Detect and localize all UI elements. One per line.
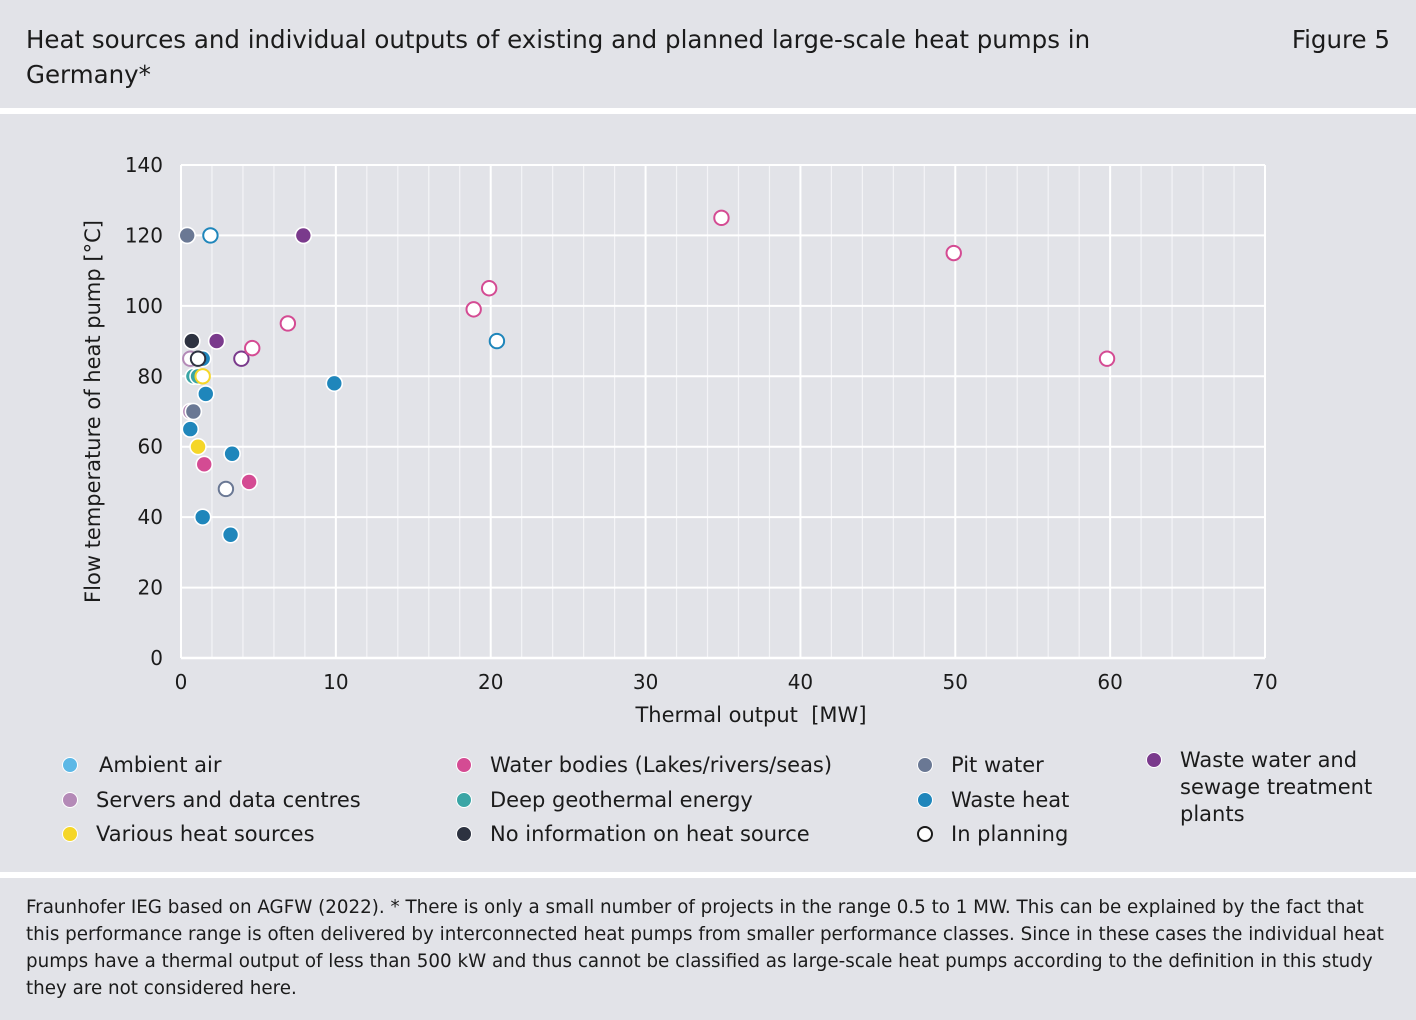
data-point-water_bodies xyxy=(713,209,730,227)
data-points xyxy=(178,209,1116,544)
data-point-no_info xyxy=(183,332,201,350)
data-point-water_bodies xyxy=(465,301,482,318)
data-point-waste_heat xyxy=(221,525,240,544)
x-tick-label: 40 xyxy=(788,670,813,694)
y-tick-label: 0 xyxy=(150,646,163,670)
x-axis-label: Thermal output [MW] xyxy=(634,703,866,727)
x-tick-label: 60 xyxy=(1097,670,1122,694)
data-point-water_bodies xyxy=(1098,350,1116,367)
data-point-waste_heat xyxy=(202,227,219,244)
data-point-waste_water xyxy=(233,350,250,367)
scatter-chart: 0 20 40 60 80 100 120 140 0 10 20 30 40 50 60 70 Flow … xyxy=(81,153,1278,727)
data-point-various xyxy=(189,437,207,456)
y-tick-labels: 0 20 40 60 80 100 120 140 xyxy=(125,153,163,670)
header: Heat sources and individual outputs of e… xyxy=(0,0,1416,108)
x-tick-label: 10 xyxy=(323,670,348,694)
y-tick-label: 140 xyxy=(125,153,163,177)
x-tick-label: 0 xyxy=(175,670,188,694)
data-point-water_bodies xyxy=(195,455,214,474)
y-tick-label: 60 xyxy=(138,435,163,459)
x-tick-label: 20 xyxy=(478,670,503,694)
y-axis-label: Flow temperature of heat pump [°C] xyxy=(81,220,105,603)
data-point-various xyxy=(194,368,211,385)
chart-area: 0 20 40 60 80 100 120 140 0 10 20 30 40 50 60 70 Flow … xyxy=(0,114,1416,872)
source-note: Fraunhofer IEG based on AGFW (2022). * T… xyxy=(26,897,1384,999)
data-point-waste_heat xyxy=(193,508,212,526)
grid-minor xyxy=(211,165,1235,658)
data-point-no_info xyxy=(189,350,207,367)
data-point-waste_heat xyxy=(488,332,506,350)
grid-major xyxy=(180,164,1266,660)
y-tick-label: 100 xyxy=(125,294,163,318)
x-tick-label: 50 xyxy=(943,670,968,694)
data-point-water_bodies xyxy=(244,339,261,357)
data-point-water_bodies xyxy=(279,315,297,332)
data-point-waste_heat xyxy=(196,385,215,403)
y-tick-label: 40 xyxy=(138,505,163,529)
data-point-pit_water xyxy=(184,402,203,421)
bottom-divider xyxy=(0,872,1416,878)
data-point-water_bodies xyxy=(480,280,498,297)
x-tick-label: 30 xyxy=(633,670,658,694)
y-tick-label: 80 xyxy=(138,364,163,388)
y-tick-label: 20 xyxy=(138,576,163,600)
data-point-water_bodies xyxy=(240,473,258,491)
top-divider xyxy=(0,108,1416,114)
data-point-waste_water xyxy=(294,226,313,245)
data-point-waste_heat xyxy=(325,374,344,393)
y-tick-label: 120 xyxy=(125,223,163,247)
data-point-waste_water xyxy=(207,332,226,350)
chart-title: Heat sources and individual outputs of e… xyxy=(26,25,1091,89)
data-point-pit_water xyxy=(178,226,196,245)
data-point-pit_water xyxy=(217,480,235,498)
x-tick-label: 70 xyxy=(1252,670,1277,694)
data-point-water_bodies xyxy=(945,244,962,262)
data-point-waste_heat xyxy=(223,444,241,463)
x-tick-labels: 0 10 20 30 40 50 60 70 xyxy=(175,670,1278,694)
data-point-waste_heat xyxy=(181,420,200,438)
figure-label: Figure 5 xyxy=(1291,25,1390,54)
